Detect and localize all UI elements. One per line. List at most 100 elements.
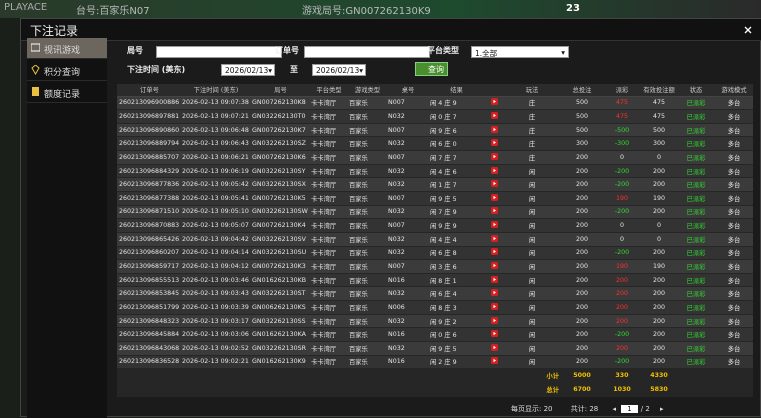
- video-icon[interactable]: [490, 330, 498, 338]
- query-button[interactable]: 查询: [415, 62, 448, 76]
- cell: N007: [386, 191, 428, 206]
- cell: 闲: [503, 259, 559, 274]
- cell: 庄: [503, 123, 559, 138]
- cell: 0: [639, 218, 677, 233]
- video-icon[interactable]: [490, 316, 498, 324]
- total-label: 共计:: [570, 405, 588, 413]
- cell: GN032262130SU: [250, 246, 309, 261]
- video-icon[interactable]: [490, 248, 498, 256]
- background-game: PLAYACE 台号:百家乐N07 游戏局号:GN007262130K9 23: [0, 0, 761, 18]
- cell: 300: [559, 136, 603, 152]
- video-icon[interactable]: [490, 262, 498, 269]
- cell: 卡卡湾厅: [309, 300, 347, 315]
- cell: 200: [559, 273, 603, 288]
- date-to[interactable]: 2026/02/13▾: [312, 64, 366, 76]
- video-icon[interactable]: [490, 193, 498, 201]
- cell: 500: [639, 123, 677, 138]
- cell: 卡卡湾厅: [309, 191, 347, 206]
- subtotal-bet: 5000: [559, 368, 603, 383]
- video-icon[interactable]: [490, 275, 498, 283]
- cell: 闲: [503, 341, 559, 356]
- video-icon-cell: [483, 273, 503, 288]
- cell: 多台: [713, 136, 753, 152]
- cell: GN016262130KA: [250, 327, 309, 343]
- video-icon[interactable]: [490, 125, 498, 133]
- order-input[interactable]: [304, 46, 430, 58]
- video-icon[interactable]: [490, 343, 498, 351]
- table-row: 260213096870883 2026-02-13 09:05:07 GN0072…: [117, 218, 753, 233]
- subtotal-valid: 4330: [639, 368, 677, 383]
- menu-item[interactable]: 视讯游戏: [27, 38, 107, 59]
- cell: 卡卡湾厅: [309, 259, 347, 274]
- video-icon[interactable]: [490, 357, 498, 365]
- cell: 卡卡湾厅: [309, 286, 347, 302]
- video-icon[interactable]: [490, 152, 498, 160]
- cell: 百家乐: [347, 191, 386, 206]
- video-icon[interactable]: [490, 166, 498, 174]
- cell: 500: [559, 109, 603, 124]
- close-button[interactable]: [744, 26, 752, 34]
- cell: 百家乐: [347, 314, 386, 329]
- cell: 0: [603, 218, 639, 233]
- cell: GN032262130SX: [250, 177, 309, 192]
- cell: 已派彩: [677, 136, 713, 152]
- video-icon-cell: [483, 164, 503, 179]
- per-page: 20: [543, 405, 553, 413]
- video-icon[interactable]: [490, 234, 498, 242]
- total: 28: [589, 405, 599, 413]
- video-icon-cell: [483, 286, 503, 302]
- cell: 2026-02-13 09:05:42: [180, 177, 250, 192]
- table-row: 260213096897881 2026-02-13 09:07:21 GN0322…: [117, 109, 753, 124]
- cell: 200: [559, 177, 603, 192]
- column-header: 派彩: [603, 84, 639, 97]
- cell: N007: [386, 123, 428, 138]
- menu-item[interactable]: 积分查询: [27, 60, 107, 81]
- cell: GN006262130KS: [250, 300, 309, 315]
- brand: PLAYACE: [4, 2, 48, 13]
- cell: 卡卡湾厅: [309, 164, 347, 179]
- cell: 闲 9 庄 6: [428, 123, 483, 138]
- video-icon[interactable]: [490, 98, 498, 106]
- column-header: 订单号: [117, 84, 180, 97]
- menu-item[interactable]: 额度记录: [27, 82, 107, 103]
- column-header: 游戏模式: [713, 84, 753, 97]
- title-bar: 下注记录: [21, 19, 761, 41]
- cell: 260213096897881: [117, 109, 180, 124]
- cell: N006: [386, 300, 428, 315]
- video-icon[interactable]: [490, 302, 498, 310]
- dialog-title: 下注记录: [30, 24, 79, 38]
- cell: N007: [386, 259, 428, 274]
- video-icon[interactable]: [490, 180, 498, 188]
- date-from[interactable]: 2026/02/13▾: [221, 64, 275, 76]
- table-row: 260213096900886 2026-02-13 09:07:38 GN0072…: [117, 96, 753, 111]
- page-input[interactable]: 1: [621, 405, 638, 413]
- cell: 2026-02-13 09:05:10: [180, 205, 250, 220]
- video-icon[interactable]: [490, 207, 498, 215]
- cell: 260213096877836: [117, 177, 180, 192]
- platform-select[interactable]: 1.全部 ▾: [471, 46, 569, 58]
- cell: 200: [603, 273, 639, 288]
- cell: 闲: [503, 246, 559, 261]
- round-input[interactable]: [156, 46, 282, 58]
- cell: GN016262130K9: [250, 355, 309, 370]
- cell: 200: [559, 246, 603, 261]
- cell: 卡卡湾厅: [309, 341, 347, 356]
- cell: 闲: [503, 218, 559, 233]
- cell: 多台: [713, 150, 753, 165]
- video-icon[interactable]: [490, 289, 498, 297]
- video-icon[interactable]: [490, 221, 498, 229]
- cell: 已派彩: [677, 273, 713, 288]
- cell: 多台: [713, 177, 753, 192]
- cell: -200: [603, 355, 639, 370]
- video-icon[interactable]: [490, 139, 498, 147]
- cell: N016: [386, 273, 428, 288]
- cell: 已派彩: [677, 341, 713, 356]
- cell: 2026-02-13 09:04:14: [180, 246, 250, 261]
- table-row: 260213096877836 2026-02-13 09:05:42 GN0322…: [117, 177, 753, 192]
- column-header: 游戏类型: [347, 84, 386, 97]
- video-icon[interactable]: [490, 111, 498, 119]
- cell: 0: [603, 232, 639, 247]
- table-row: 260213096859717 2026-02-13 09:04:12 GN0072…: [117, 259, 753, 274]
- cell: 260213096884329: [117, 164, 180, 179]
- cell: 多台: [713, 314, 753, 329]
